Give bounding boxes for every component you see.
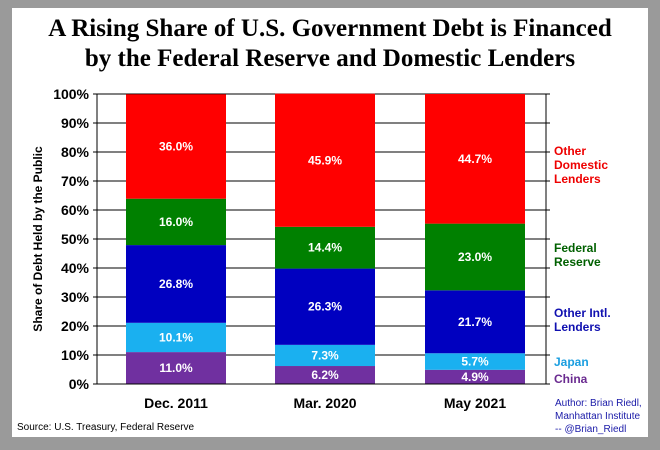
legend-label: Other Intl. — [554, 306, 611, 320]
bar-segment — [275, 268, 375, 345]
data-label: 7.3% — [311, 348, 339, 362]
y-axis-label: Share of Debt Held by the Public — [31, 146, 45, 332]
data-label: 36.0% — [159, 139, 193, 153]
bar-segment — [126, 94, 226, 199]
data-label: 5.7% — [461, 355, 489, 369]
bar-segment — [275, 226, 375, 269]
title-line-1: A Rising Share of U.S. Government Debt i… — [48, 15, 612, 42]
bar-segment — [126, 352, 226, 384]
legend-label: Lenders — [554, 172, 601, 186]
x-tick-label: Mar. 2020 — [293, 395, 356, 411]
legend-label: Federal — [554, 241, 597, 255]
x-tick-label: Dec. 2011 — [144, 395, 208, 411]
y-tick-label: 70% — [61, 173, 90, 189]
y-tick-label: 80% — [61, 144, 90, 160]
bar-segment — [425, 290, 525, 354]
author-line-1: Author: Brian Riedl, — [555, 398, 642, 409]
data-label: 6.2% — [311, 368, 339, 382]
legend-label: Reserve — [554, 255, 601, 269]
bar-segment — [126, 198, 226, 246]
author-line-2: Manhattan Institute — [555, 411, 641, 422]
legend-label: Japan — [554, 355, 589, 369]
data-label: 4.9% — [461, 370, 489, 384]
data-label: 45.9% — [308, 153, 342, 167]
bar-segment — [425, 94, 525, 224]
data-label: 14.4% — [308, 241, 342, 255]
data-label: 26.8% — [159, 277, 193, 291]
legend-label: Domestic — [554, 158, 608, 172]
data-label: 21.7% — [458, 315, 492, 329]
y-tick-label: 90% — [61, 115, 90, 131]
data-label: 10.1% — [159, 330, 193, 344]
y-tick-label: 60% — [61, 202, 90, 218]
data-label: 44.7% — [458, 152, 492, 166]
source-note: Source: U.S. Treasury, Federal Reserve — [17, 422, 195, 433]
bar-segment — [425, 353, 525, 370]
y-tick-label: 20% — [61, 318, 90, 334]
y-tick-label: 40% — [61, 260, 90, 276]
chart-title: A Rising Share of U.S. Government Debt i… — [0, 14, 660, 74]
bar-segment — [275, 344, 375, 367]
data-label: 26.3% — [308, 300, 342, 314]
author-note: Author: Brian Riedl, Manhattan Institute… — [555, 397, 642, 436]
bar-segment — [275, 93, 375, 227]
bar-segment — [275, 366, 375, 384]
bar-segment — [425, 369, 525, 384]
y-tick-label: 30% — [61, 289, 90, 305]
bar-segment — [425, 223, 525, 291]
title-line-2: by the Federal Reserve and Domestic Lend… — [84, 45, 576, 72]
data-label: 23.0% — [458, 250, 492, 264]
y-tick-label: 100% — [53, 86, 89, 102]
bar-segment — [126, 322, 226, 353]
data-label: 16.0% — [159, 215, 193, 229]
x-tick-label: May 2021 — [444, 395, 506, 411]
y-tick-label: 10% — [61, 347, 90, 363]
legend-label: Lenders — [554, 320, 601, 334]
legend-label: China — [554, 372, 588, 386]
y-tick-label: 0% — [69, 376, 90, 392]
author-line-3: -- @Brian_Riedl — [555, 424, 627, 435]
data-label: 11.0% — [159, 361, 193, 375]
y-tick-label: 50% — [61, 231, 90, 247]
bar-segment — [126, 245, 226, 323]
legend-label: Other — [554, 144, 586, 158]
